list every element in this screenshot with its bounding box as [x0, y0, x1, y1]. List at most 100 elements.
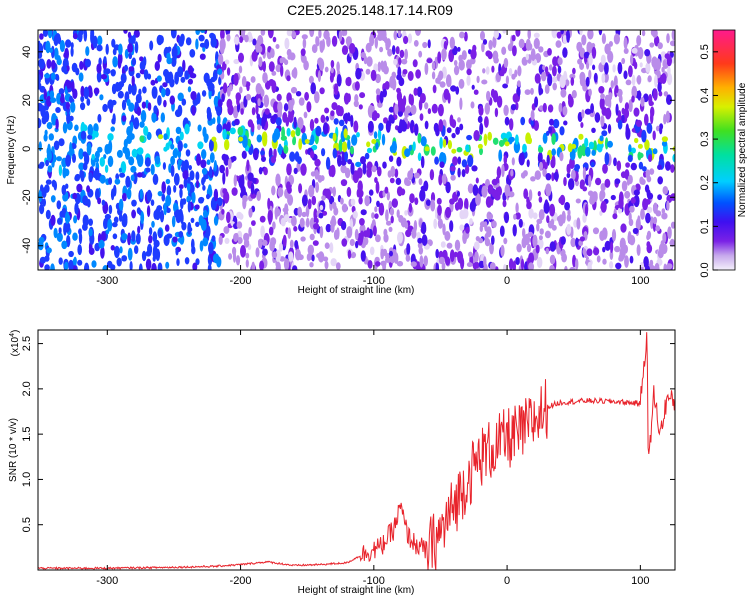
spectrogram-cell	[282, 112, 288, 123]
spectrogram-ridge-point	[637, 143, 643, 149]
spectrogram-cell	[414, 197, 419, 205]
spectrogram-cell	[430, 146, 436, 156]
spectrogram-cell	[107, 133, 114, 141]
spectrogram-cell	[82, 223, 88, 231]
spectrogram-cell	[459, 224, 465, 231]
colorbar-tick-label: 0.1	[699, 219, 711, 234]
spectrogram-cell	[276, 93, 282, 101]
spectrogram-cell	[72, 232, 78, 241]
spectrogram-cell	[137, 154, 144, 167]
spectrogram-cell	[528, 208, 534, 219]
spectrogram-cell	[314, 117, 319, 124]
spectrogram-cell	[627, 174, 633, 185]
spectrogram-cell	[630, 197, 636, 204]
spectrogram-cell	[336, 74, 342, 87]
spectrogram-cell	[600, 200, 607, 213]
spectrogram-cell	[526, 243, 532, 253]
spectrogram-cell	[367, 260, 373, 269]
spectrogram-cell	[38, 189, 43, 203]
spectrogram-cell	[598, 30, 603, 36]
spectrogram-cell	[502, 264, 507, 270]
spectrogram-cell	[313, 223, 320, 230]
spectrogram-cell	[582, 167, 587, 180]
spectrogram-cell	[217, 68, 223, 75]
spectrogram-cell	[560, 88, 567, 98]
spectrogram-cell	[350, 198, 356, 206]
spectrogram-cell	[365, 68, 371, 75]
spectrogram-cell	[186, 195, 192, 203]
spectrogram-cell	[179, 187, 183, 199]
spectrogram-cell	[170, 164, 175, 177]
spectrogram-cell	[617, 207, 623, 214]
spectrogram-cell	[544, 230, 551, 239]
spectrogram-cell	[551, 148, 556, 156]
spectrogram-cell	[473, 261, 480, 269]
spectrogram-cell	[575, 237, 579, 248]
spectrogram-cell	[290, 109, 294, 120]
spectrogram-cell	[561, 253, 567, 263]
spectrogram-cell	[579, 179, 586, 188]
spectrogram-ridge-point	[211, 136, 217, 142]
spectrogram-cell	[487, 213, 494, 220]
spectrogram-cell	[442, 138, 447, 148]
spectrogram-cell	[637, 152, 644, 159]
spectrogram-cell	[289, 151, 296, 162]
spectrogram-cell	[434, 156, 439, 165]
spectrogram-cell	[314, 91, 320, 104]
spectrogram-cell	[197, 141, 204, 150]
spectrogram-cell	[222, 171, 226, 185]
spectrogram-cell	[560, 30, 564, 35]
spectrogram-cell	[360, 156, 366, 165]
spectrogram-cell	[419, 255, 424, 268]
spectrogram-cell	[204, 38, 210, 50]
spectrogram-cell	[357, 232, 364, 246]
spectrogram-cell	[369, 246, 375, 256]
spectrogram-cell	[628, 99, 633, 113]
spectrogram-cell	[362, 230, 369, 238]
spectrogram-cell	[144, 157, 151, 167]
spectrogram-cell	[534, 170, 541, 181]
spectrogram-cell	[665, 110, 670, 124]
spectrogram-cell	[124, 64, 128, 72]
spectrogram-cell	[565, 79, 570, 87]
spectrogram-cell	[226, 121, 231, 132]
spectrogram-cell	[148, 234, 153, 244]
spectrogram-cell	[117, 58, 122, 69]
spectrogram-cell	[286, 163, 292, 176]
spectrogram-cell	[104, 68, 111, 75]
spectrogram-cell	[124, 147, 131, 160]
spectrogram-cell	[536, 256, 543, 269]
spectrogram-cell	[233, 233, 239, 242]
spectrogram-cell	[51, 59, 56, 70]
spectrogram-cell	[582, 213, 587, 223]
spectrogram-cell	[613, 157, 617, 167]
spectrogram-ridge-point	[371, 139, 377, 144]
spectrogram-cell	[657, 42, 663, 50]
spectrogram-cell	[599, 97, 605, 110]
spectrogram-cell	[283, 103, 289, 112]
snr-y-multiplier: (x104)	[9, 330, 21, 357]
spectrogram-cell	[221, 153, 227, 161]
spectrogram-cell	[366, 147, 373, 154]
spectrogram-cell	[150, 199, 155, 206]
spectrogram-cell	[272, 36, 277, 43]
spectrogram-cell	[385, 257, 392, 263]
spectrogram-cell	[411, 228, 417, 239]
spectrogram-cell	[153, 211, 159, 217]
spectrogram-cell	[84, 262, 90, 270]
spectrogram-cell	[355, 67, 362, 80]
spectrogram-cell	[420, 155, 425, 169]
spectrogram-cell	[39, 203, 45, 215]
spectrogram-cell	[182, 198, 187, 205]
spectrogram-cell	[212, 69, 218, 81]
spectrogram-cell	[551, 224, 557, 231]
spectrogram-cell	[131, 209, 137, 219]
spectrogram-cell	[319, 226, 324, 239]
spectrogram-cell	[56, 200, 62, 210]
spectrogram-cell	[384, 81, 390, 90]
spectrogram-cell	[375, 88, 381, 96]
spectrogram-cell	[53, 227, 58, 239]
spectrogram-cell	[251, 122, 255, 133]
spectrogram-cell	[187, 78, 193, 85]
spectrogram-cell	[139, 56, 144, 62]
